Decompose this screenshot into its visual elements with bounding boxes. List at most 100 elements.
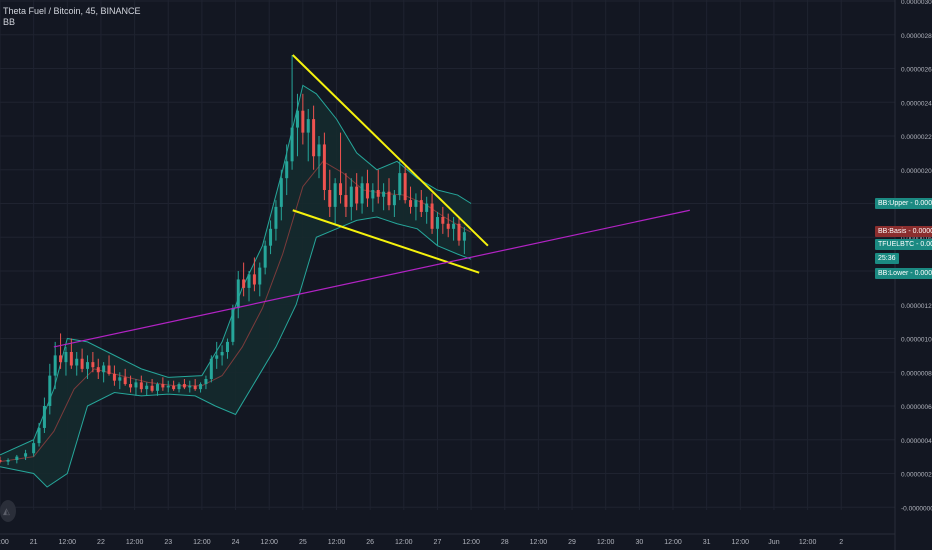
candle-body (37, 427, 41, 444)
candle-body (85, 362, 89, 369)
y-tick-label: 0.00000040 (901, 438, 932, 445)
x-tick-label: 12:00 (799, 539, 817, 546)
time-axis[interactable]: 12:00 21 12:00 22 12:00 23 12:00 24 12:00 25 12:00… (0, 533, 895, 546)
candle-body (441, 217, 445, 224)
candle-body (53, 355, 57, 376)
candle-body (360, 183, 364, 204)
x-tick-label: 2 (839, 539, 843, 546)
candle-body (446, 223, 450, 229)
x-tick-label: 31 (703, 539, 711, 546)
y-tick-label: 0.00000240 (901, 100, 932, 107)
candle-body (64, 352, 68, 363)
y-tick-label: 0.00000080 (901, 370, 932, 377)
x-tick-label: 12:00 (59, 539, 77, 546)
candle-body (188, 385, 192, 388)
y-tick-label: 0.00000220 (901, 134, 932, 141)
candle-body (145, 385, 149, 390)
candle-body (123, 377, 127, 385)
candle-body (387, 191, 391, 206)
candle-body (279, 178, 283, 207)
bb-lower-tag: BB:Lower - 0.00000147 (875, 268, 932, 279)
bb-lower-line (0, 216, 472, 488)
candle-body (220, 352, 224, 356)
y-tick-label: 0.00000020 (901, 472, 932, 479)
x-tick-label: 12:00 (0, 539, 9, 546)
candle-body (371, 190, 375, 199)
candle-body (0, 460, 2, 462)
candle-body (172, 385, 176, 390)
x-tick-label: 12:00 (328, 539, 346, 546)
candle-body (365, 183, 369, 199)
candle-body (91, 362, 95, 368)
candle-body (355, 186, 359, 204)
x-tick-label: 27 (434, 539, 442, 546)
tradingview-logo[interactable]: ◭ (0, 500, 16, 522)
candle-body (225, 341, 229, 352)
x-tick-label: 25 (299, 539, 307, 546)
candle-body (252, 274, 256, 285)
candle-body (339, 183, 343, 196)
candle-body (177, 384, 181, 390)
x-tick-label: 12:00 (126, 539, 144, 546)
candle-body (457, 223, 461, 241)
y-tick-label: 0.00000300 (901, 0, 932, 6)
candle-body (376, 190, 380, 197)
candle-body (392, 195, 396, 206)
candle-body (285, 161, 289, 179)
yellow-trend-line (292, 54, 489, 247)
candle-body (452, 223, 456, 229)
candle-body (209, 358, 213, 379)
y-tick-label: 0.00000100 (901, 337, 932, 344)
x-tick-label: Jun (768, 539, 779, 546)
candle-body (344, 195, 348, 207)
y-tick-label: 0.00000260 (901, 67, 932, 74)
x-tick-label: 24 (232, 539, 240, 546)
candle-body (75, 358, 79, 366)
candlesticks (0, 55, 466, 466)
candle-body (161, 384, 165, 388)
candle-body (409, 200, 413, 207)
trend-lines (53, 54, 690, 348)
candle-body (193, 385, 197, 390)
candle-body (382, 191, 386, 197)
candle-body (32, 443, 36, 454)
candle-body (24, 453, 28, 457)
candle-body (398, 173, 402, 196)
candle-body (258, 267, 262, 285)
x-tick-label: 21 (30, 539, 38, 546)
x-tick-label: 30 (635, 539, 643, 546)
x-tick-label: 26 (366, 539, 374, 546)
candle-body (301, 110, 305, 133)
candle-body (6, 460, 10, 462)
candle-body (419, 200, 423, 212)
candle-body (312, 119, 316, 157)
grid-lines (0, 0, 895, 510)
y-tick-label: 0.00000200 (901, 168, 932, 175)
logo-icon: ◭ (3, 506, 10, 516)
candle-body (462, 232, 466, 241)
candle-body (102, 365, 106, 373)
x-tick-label: 22 (97, 539, 105, 546)
candle-body (129, 384, 133, 388)
last-price-tag: TFUELBTC - 0.00000163 (875, 239, 932, 250)
candle-body (430, 203, 434, 229)
magenta-trend-line (53, 209, 690, 348)
indicator-label[interactable]: BB (3, 17, 16, 27)
countdown-tag: 25:36 (875, 253, 899, 264)
candle-body (295, 110, 299, 128)
bb-upper-tag: BB:Upper - 0.00000180 (875, 198, 932, 209)
candle-body (290, 127, 294, 162)
candle-body (166, 385, 170, 388)
candle-body (80, 358, 84, 369)
x-tick-label: 23 (164, 539, 172, 546)
y-tick-label: 0.00000060 (901, 404, 932, 411)
candle-body (306, 119, 310, 133)
candle-body (69, 352, 73, 366)
candle-body (328, 190, 332, 207)
candle-body (112, 373, 116, 381)
candle-body (231, 308, 235, 342)
x-tick-label: 28 (501, 539, 509, 546)
symbol-title: Theta Fuel / Bitcoin, 45, BINANCE (3, 6, 141, 16)
